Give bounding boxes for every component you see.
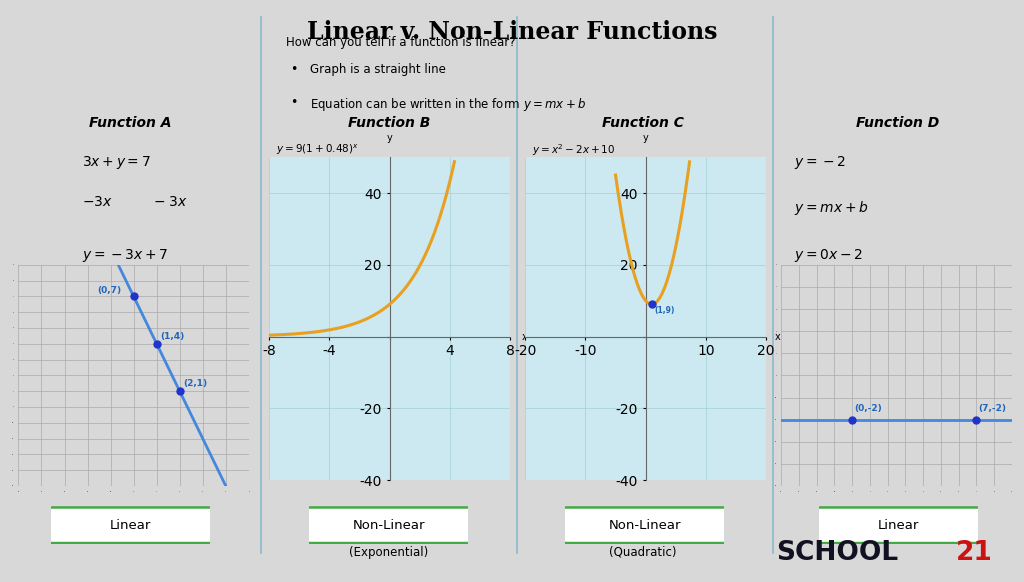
Text: $y = -2$: $y = -2$	[794, 154, 846, 171]
Text: Function D: Function D	[856, 116, 940, 130]
Text: (Quadratic): (Quadratic)	[609, 546, 677, 559]
Text: How can you tell if a function is linear?: How can you tell if a function is linear…	[286, 36, 515, 49]
Text: (0,7): (0,7)	[96, 286, 121, 295]
Text: Function C: Function C	[602, 116, 684, 130]
Text: 21: 21	[955, 540, 992, 566]
Text: y: y	[387, 133, 392, 143]
Text: Non-Linear: Non-Linear	[352, 519, 425, 532]
Text: SCHOOL: SCHOOL	[776, 540, 898, 566]
FancyBboxPatch shape	[307, 508, 470, 543]
Text: $3x + y = 7$: $3x + y = 7$	[82, 154, 151, 171]
Text: Function B: Function B	[348, 116, 430, 130]
Text: $y = 0x - 2$: $y = 0x - 2$	[794, 247, 862, 264]
Text: x: x	[775, 332, 780, 342]
Text: $-3x \quad\quad\quad -3x$: $-3x \quad\quad\quad -3x$	[82, 195, 187, 209]
Text: y: y	[643, 133, 648, 143]
Text: (Exponential): (Exponential)	[349, 546, 429, 559]
Text: $y = mx + b$: $y = mx + b$	[794, 199, 868, 217]
FancyBboxPatch shape	[817, 508, 980, 543]
Text: Linear v. Non-Linear Functions: Linear v. Non-Linear Functions	[307, 20, 717, 44]
Text: $y = x^2 - 2x + 10$: $y = x^2 - 2x + 10$	[532, 143, 615, 158]
Text: (7,-2): (7,-2)	[978, 404, 1006, 413]
Text: Equation can be written in the form $y = mx + b$: Equation can be written in the form $y =…	[310, 96, 586, 113]
Text: Non-Linear: Non-Linear	[608, 519, 681, 532]
Text: (1,4): (1,4)	[160, 332, 184, 341]
Text: •: •	[291, 63, 298, 76]
Text: (2,1): (2,1)	[183, 379, 207, 388]
Text: •: •	[291, 96, 298, 109]
Text: Linear: Linear	[878, 519, 920, 532]
Text: $y = -3x + 7$: $y = -3x + 7$	[82, 247, 168, 264]
Text: (1,9): (1,9)	[654, 306, 675, 315]
Text: Linear: Linear	[110, 519, 152, 532]
Text: x: x	[522, 332, 527, 342]
Text: (0,-2): (0,-2)	[854, 404, 882, 413]
Text: Graph is a straight line: Graph is a straight line	[310, 63, 445, 76]
Text: $y = 9(1+0.48)^x$: $y = 9(1+0.48)^x$	[276, 143, 359, 157]
FancyBboxPatch shape	[563, 508, 726, 543]
Text: Function A: Function A	[89, 116, 171, 130]
FancyBboxPatch shape	[49, 508, 212, 543]
